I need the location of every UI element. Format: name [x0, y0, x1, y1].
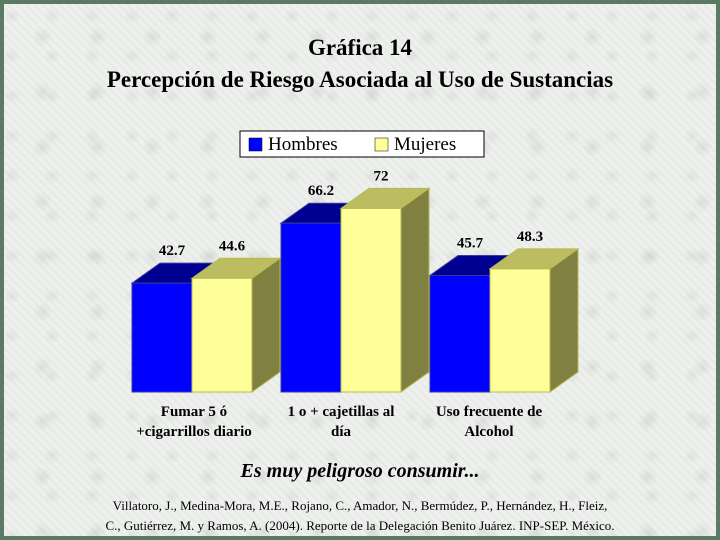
legend-box	[239, 130, 485, 158]
citation: Villatoro, J., Medina-Mora, M.E., Rojano…	[24, 496, 696, 536]
legend-label-hombres: Hombres	[268, 134, 338, 155]
bar-side-mujeres-1	[251, 257, 281, 393]
data-label-mujeres-1: 44.6	[219, 238, 246, 254]
category-label-1: Fumar 5 ó +cigarrillos diario	[136, 404, 252, 440]
chart-title: Percepción de Riesgo Asociada al Uso de …	[106, 67, 614, 92]
data-label-hombres-3: 45.7	[457, 235, 484, 251]
legend-swatch-mujeres	[374, 137, 389, 152]
category-label-2: 1 o + cajetillas al día	[287, 404, 395, 440]
data-label-hombres-2: 66.2	[308, 183, 334, 199]
data-label-mujeres-3: 48.3	[517, 229, 543, 245]
bar-mujeres-1	[191, 277, 253, 393]
chart-title-number: Gráfica 14	[307, 35, 413, 60]
category-label-3: Uso frecuente de Alcohol	[435, 404, 543, 440]
chart-caption: Es muy peligroso consumir...	[240, 460, 480, 482]
bar-mujeres-3	[489, 268, 551, 393]
legend-label-mujeres: Mujeres	[394, 134, 456, 155]
bar-side-mujeres-3	[549, 247, 579, 393]
citation-line-2: C., Gutiérrez, M. y Ramos, A. (2004). Re…	[105, 518, 615, 533]
bar-mujeres-2	[340, 207, 402, 393]
bar-hombres-1	[131, 282, 193, 393]
bar-hombres-2	[280, 222, 342, 393]
data-label-hombres-1: 42.7	[159, 243, 186, 259]
citation-line-1: Villatoro, J., Medina-Mora, M.E., Rojano…	[112, 498, 608, 513]
bar-chart: 42.7 66.2 45.7 44.6 72 48.3 Hombres Mujeres	[130, 130, 580, 393]
bar-side-mujeres-2	[400, 187, 430, 393]
legend-swatch-hombres	[248, 137, 263, 152]
data-label-mujeres-2: 72	[374, 168, 389, 184]
bar-hombres-3	[429, 274, 491, 393]
